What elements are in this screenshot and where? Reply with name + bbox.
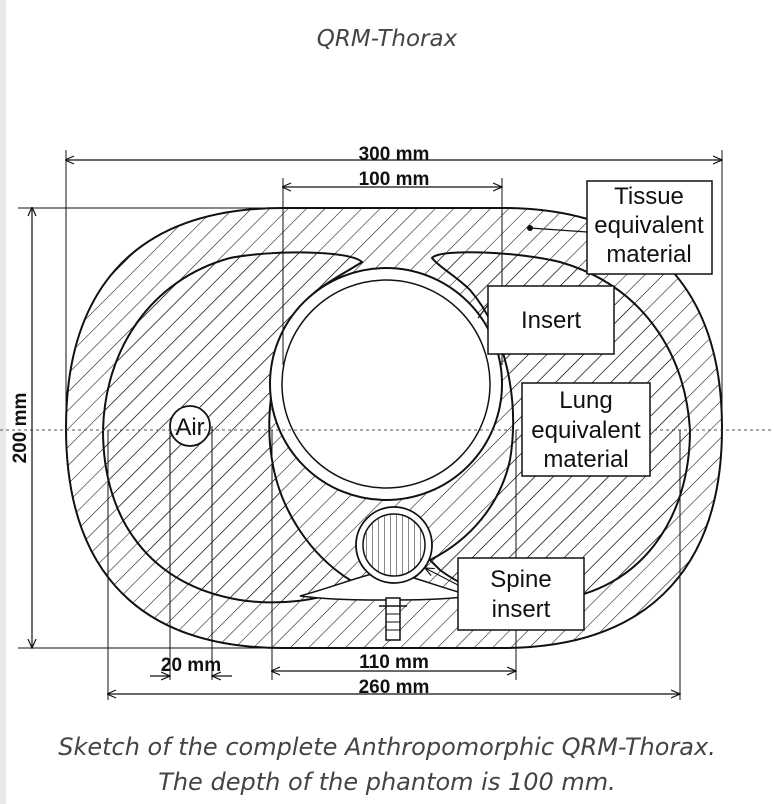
caption-line-2: The depth of the phantom is 100 mm. <box>158 768 616 796</box>
dim-label-260: 260 mm <box>359 677 430 698</box>
tissue-label-line-2: equivalent <box>594 212 704 239</box>
insert-pointer <box>477 304 489 319</box>
lung-label-line-2: equivalent <box>531 417 641 444</box>
spine-core <box>362 513 426 577</box>
spine-label-box <box>457 557 585 631</box>
tissue-pointer <box>529 227 588 233</box>
dim-label-100: 100 mm <box>359 169 430 190</box>
spine-label-line-2: insert <box>492 596 551 623</box>
lung-label-line-3: material <box>543 446 628 473</box>
tissue-label-line-1: Tissue <box>614 183 684 210</box>
spine-process <box>385 597 401 641</box>
page-title: QRM-Thorax <box>316 26 458 52</box>
dim-label-200: 200 mm <box>10 393 31 464</box>
tissue-label-box <box>586 180 713 275</box>
tissue-label-line-3: material <box>606 241 691 268</box>
air-label: Air <box>175 414 204 441</box>
dim-label-300: 300 mm <box>359 144 430 165</box>
insert-label-box <box>487 285 615 355</box>
spine-pointer <box>425 568 459 586</box>
page-left-border <box>0 0 6 804</box>
figure-caption: Sketch of the complete Anthropomorphic Q… <box>0 730 774 800</box>
insert-cavity <box>281 279 491 489</box>
caption-line-1: Sketch of the complete Anthropomorphic Q… <box>58 733 716 761</box>
lung-label-box <box>521 382 651 477</box>
tissue-pointer-dot <box>527 225 533 231</box>
spine-label-line-1: Spine <box>490 566 551 593</box>
dim-label-110: 110 mm <box>359 652 429 673</box>
insert-label: Insert <box>521 307 581 334</box>
dim-label-20: 20 mm <box>161 655 221 676</box>
lung-label-line-1: Lung <box>559 387 612 414</box>
